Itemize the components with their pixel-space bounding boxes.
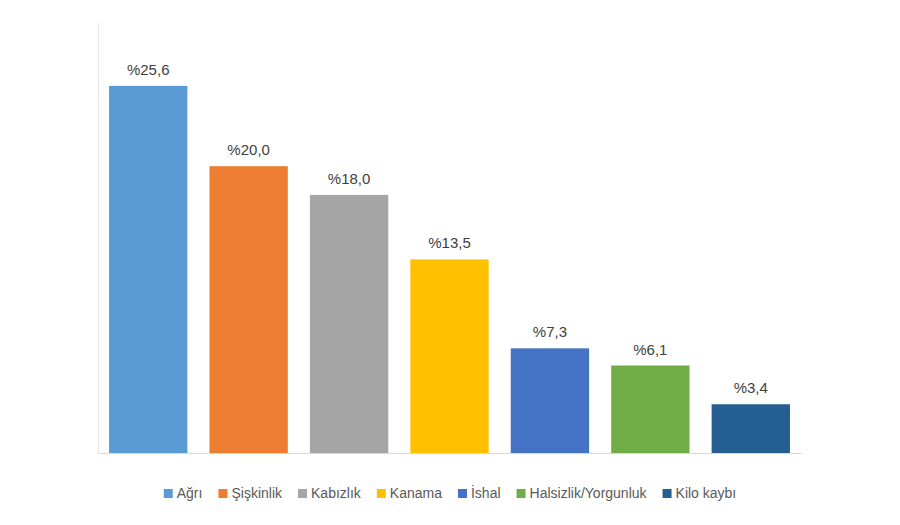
legend-swatch <box>218 489 227 498</box>
data-label: %13,5 <box>428 234 471 251</box>
legend-swatch <box>517 489 526 498</box>
legend-item: Ağrı <box>164 485 203 501</box>
legend-swatch <box>458 489 467 498</box>
legend-item: İshal <box>458 484 501 501</box>
bar <box>310 195 388 453</box>
data-label: %18,0 <box>328 170 371 187</box>
legend-swatch <box>663 489 672 498</box>
data-labels: %25,6 %20,0 %18,0 %13,5 %7,3 %6,1 %3,4 <box>127 61 768 396</box>
data-label: %25,6 <box>127 61 170 78</box>
legend-item: Kilo kaybı <box>663 485 737 501</box>
bar <box>511 348 589 453</box>
bars <box>109 86 790 453</box>
data-label: %7,3 <box>533 323 567 340</box>
legend-item: Kanama <box>377 485 442 501</box>
legend-label: Kabızlık <box>311 485 362 501</box>
bar <box>209 166 287 453</box>
legend-item: Şişkinlik <box>218 485 283 501</box>
legend-swatch <box>377 489 386 498</box>
x-axis-line <box>99 453 802 454</box>
y-axis-line <box>98 23 99 453</box>
data-label: %20,0 <box>227 141 270 158</box>
legend-swatch <box>298 489 307 498</box>
legend: Ağrı Şişkinlik Kabızlık Kanama İshal Halsizli… <box>164 484 737 501</box>
legend-label: Ağrı <box>177 485 203 501</box>
legend-label: Kanama <box>390 485 442 501</box>
legend-swatch <box>164 489 173 498</box>
legend-label: Halsizlik/Yorgunluk <box>530 485 648 501</box>
bar <box>611 366 689 453</box>
legend-label: Şişkinlik <box>231 485 283 501</box>
data-label: %3,4 <box>734 379 768 396</box>
bar <box>712 404 790 453</box>
bar <box>410 259 488 453</box>
x-axis <box>99 453 802 455</box>
y-axis <box>98 23 99 453</box>
legend-label: Kilo kaybı <box>676 485 737 501</box>
legend-label: İshal <box>471 484 501 501</box>
legend-item: Kabızlık <box>298 485 362 501</box>
chart: %25,6 %20,0 %18,0 %13,5 %7,3 %6,1 %3,4 Ağrı Şişk… <box>0 0 900 525</box>
legend-item: Halsizlik/Yorgunluk <box>517 485 648 501</box>
bar <box>109 86 187 453</box>
data-label: %6,1 <box>633 341 667 358</box>
